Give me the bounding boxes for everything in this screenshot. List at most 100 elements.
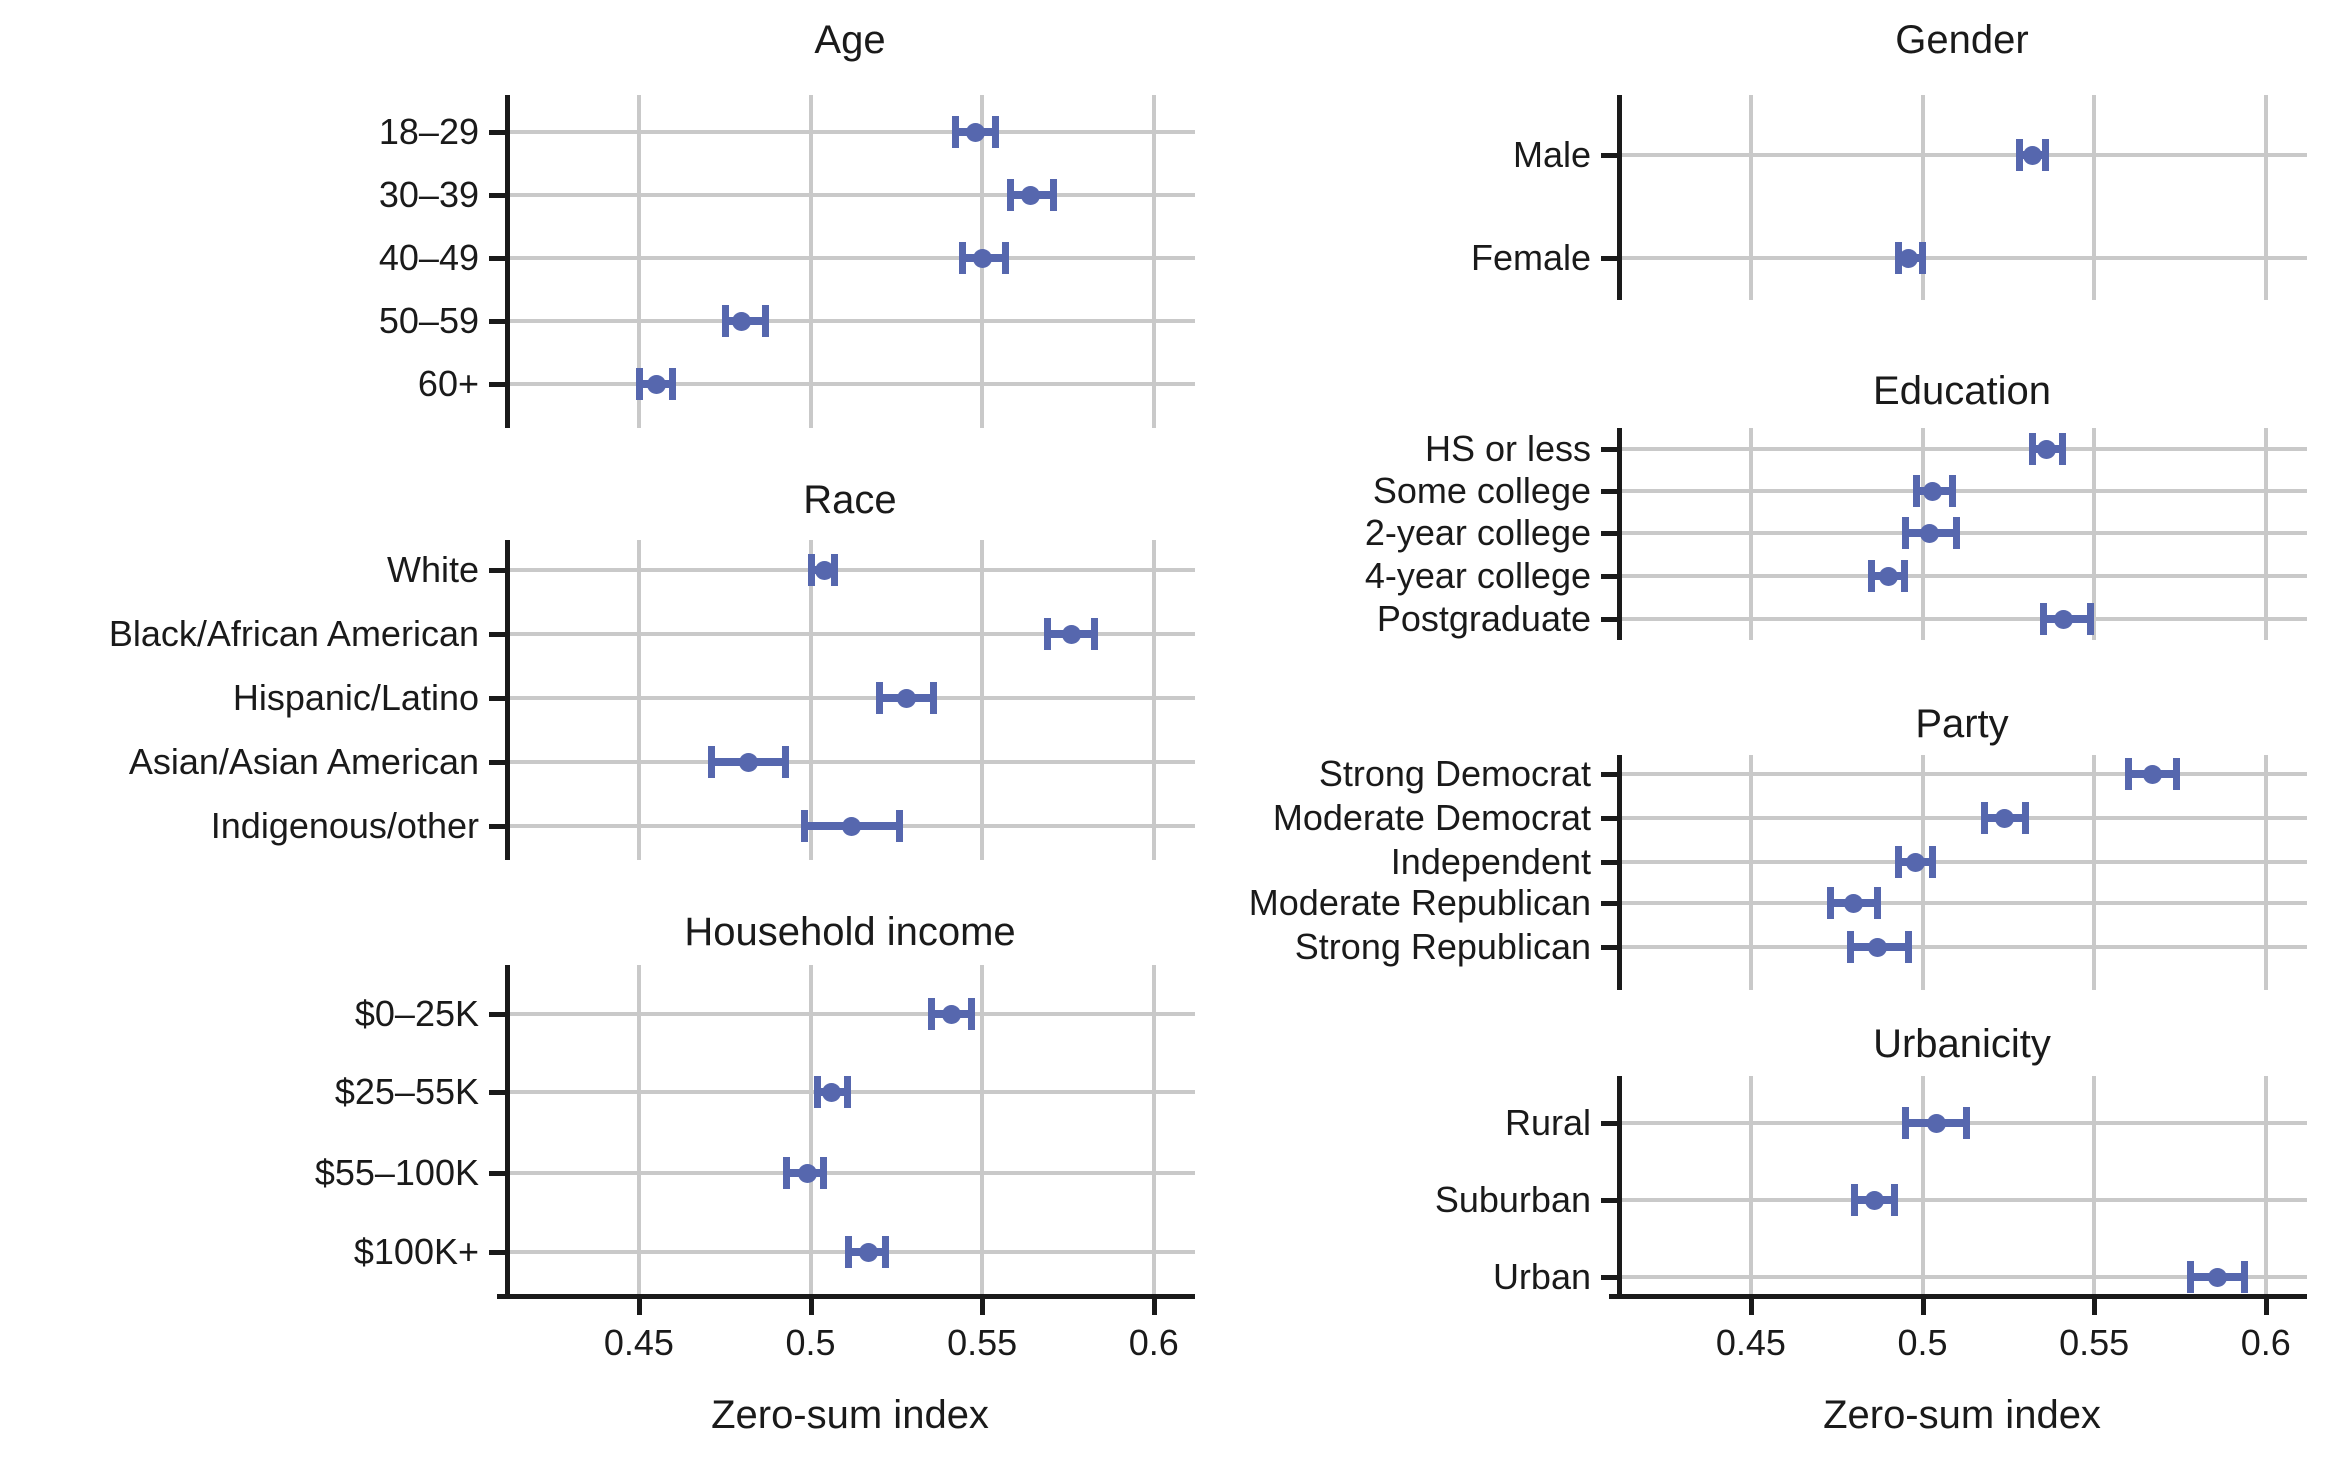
category-label-0-25k: $0–25K <box>354 993 479 1034</box>
y-gridline <box>505 382 1195 386</box>
y-tick <box>489 130 505 135</box>
y-axis-spine <box>505 95 510 428</box>
y-tick <box>1601 816 1617 821</box>
y-gridline <box>1617 574 2307 578</box>
point-estimate <box>1061 624 1081 644</box>
category-label-suburban: Suburban <box>1434 1179 1591 1220</box>
x-tick-label: 0.6 <box>1128 1322 1179 1363</box>
panel-plot-education: HS or less Some college 2-year college 4-ye… <box>1365 428 2307 640</box>
interval-cap-high <box>1050 179 1058 211</box>
x-gridline <box>1920 755 1925 990</box>
y-tick <box>489 760 505 765</box>
category-label-urban: Urban <box>1492 1256 1591 1297</box>
x-axis-label-left: Zero-sum index <box>711 1393 989 1437</box>
x-tick <box>808 1299 814 1315</box>
point-estimate <box>1995 808 2015 828</box>
y-tick <box>489 568 505 573</box>
panel-title-household-income: Household income <box>684 910 1016 954</box>
interval-cap-low <box>958 242 966 274</box>
point-estimate <box>859 1242 879 1262</box>
interval-cap-high <box>669 368 677 400</box>
point-estimate <box>2036 439 2056 459</box>
y-gridline <box>1617 1198 2307 1202</box>
category-label-rural: Rural <box>1504 1102 1591 1143</box>
category-label-25-55k: $25–55K <box>334 1071 479 1112</box>
interval-cap-high <box>820 1157 828 1189</box>
interval-cap-high <box>1002 242 1010 274</box>
category-label-black-african-american: Black/African American <box>108 613 479 654</box>
point-estimate <box>1919 523 1939 543</box>
y-tick <box>1601 256 1617 261</box>
point-estimate <box>941 1004 961 1024</box>
x-gridline <box>2263 1076 2268 1297</box>
category-label-strong-democrat: Strong Democrat <box>1318 753 1591 794</box>
interval-cap-high <box>2172 758 2180 790</box>
y-axis-spine <box>505 540 510 860</box>
y-gridline <box>505 130 1195 134</box>
x-axis-line <box>497 1294 1195 1299</box>
point-estimate <box>1020 185 1040 205</box>
point-estimate <box>1899 248 1919 268</box>
interval-cap-low <box>1850 1184 1858 1216</box>
y-tick <box>1601 860 1617 865</box>
x-gridline <box>808 540 813 860</box>
y-tick <box>1601 1275 1617 1280</box>
x-gridline <box>808 95 813 428</box>
category-label-postgraduate: Postgraduate <box>1376 598 1591 639</box>
panel-plot-gender: Male Female <box>1471 95 2307 300</box>
y-gridline <box>505 696 1195 700</box>
category-label-40-49: 40–49 <box>378 237 479 278</box>
x-gridline <box>2263 95 2268 300</box>
y-gridline <box>1617 816 2307 820</box>
panel-title-age: Age <box>814 18 886 62</box>
panel-title-gender: Gender <box>1895 18 2029 62</box>
interval-cap-high <box>1952 517 1960 549</box>
y-gridline <box>505 632 1195 636</box>
interval-cap-low <box>1902 1107 1910 1139</box>
x-gridline <box>1920 95 1925 300</box>
interval-cap-low <box>1847 931 1855 963</box>
x-gridline <box>636 540 641 860</box>
y-gridline <box>505 1012 1195 1016</box>
interval-cap-high <box>991 116 999 148</box>
x-axis-label-right: Zero-sum index <box>1823 1393 2101 1437</box>
point-estimate <box>2143 764 2163 784</box>
interval-cap-high <box>1963 1107 1971 1139</box>
x-tick-label: 0.45 <box>1715 1322 1786 1363</box>
y-gridline <box>505 568 1195 572</box>
interval-cap-low <box>1868 560 1876 592</box>
category-label-asian-asian-american: Asian/Asian American <box>128 741 479 782</box>
y-gridline <box>1617 901 2307 905</box>
y-tick <box>489 256 505 261</box>
x-gridline <box>636 965 641 1297</box>
category-label-hispanic-latino: Hispanic/Latino <box>232 677 479 718</box>
x-gridline <box>1748 1076 1753 1297</box>
x-tick <box>1151 1299 1157 1315</box>
y-gridline <box>1617 256 2307 260</box>
y-tick <box>1601 617 1617 622</box>
point-estimate <box>732 311 752 331</box>
y-gridline <box>1617 772 2307 776</box>
x-tick-label: 0.5 <box>1897 1322 1948 1363</box>
interval-cap-low <box>814 1076 822 1108</box>
panel-title-race: Race <box>803 478 897 522</box>
x-tick-label: 0.55 <box>947 1322 1018 1363</box>
interval-cap-low <box>1826 887 1834 919</box>
y-tick <box>489 632 505 637</box>
interval-cap-low <box>707 746 715 778</box>
interval-cap-high <box>895 810 903 842</box>
interval-cap-high <box>2086 603 2094 635</box>
y-tick <box>1601 531 1617 536</box>
category-label-white: White <box>386 549 479 590</box>
interval-cap-high <box>1891 1184 1899 1216</box>
y-tick <box>489 193 505 198</box>
panel-title-party: Party <box>1915 702 2009 746</box>
interval-cap-high <box>1904 931 1912 963</box>
x-gridline <box>2092 1076 2097 1297</box>
category-label-some-college: Some college <box>1372 470 1591 511</box>
interval-cap-high <box>844 1076 852 1108</box>
interval-cap-high <box>2021 802 2029 834</box>
category-label-indigenous-other: Indigenous/other <box>210 805 479 846</box>
y-gridline <box>1617 617 2307 621</box>
